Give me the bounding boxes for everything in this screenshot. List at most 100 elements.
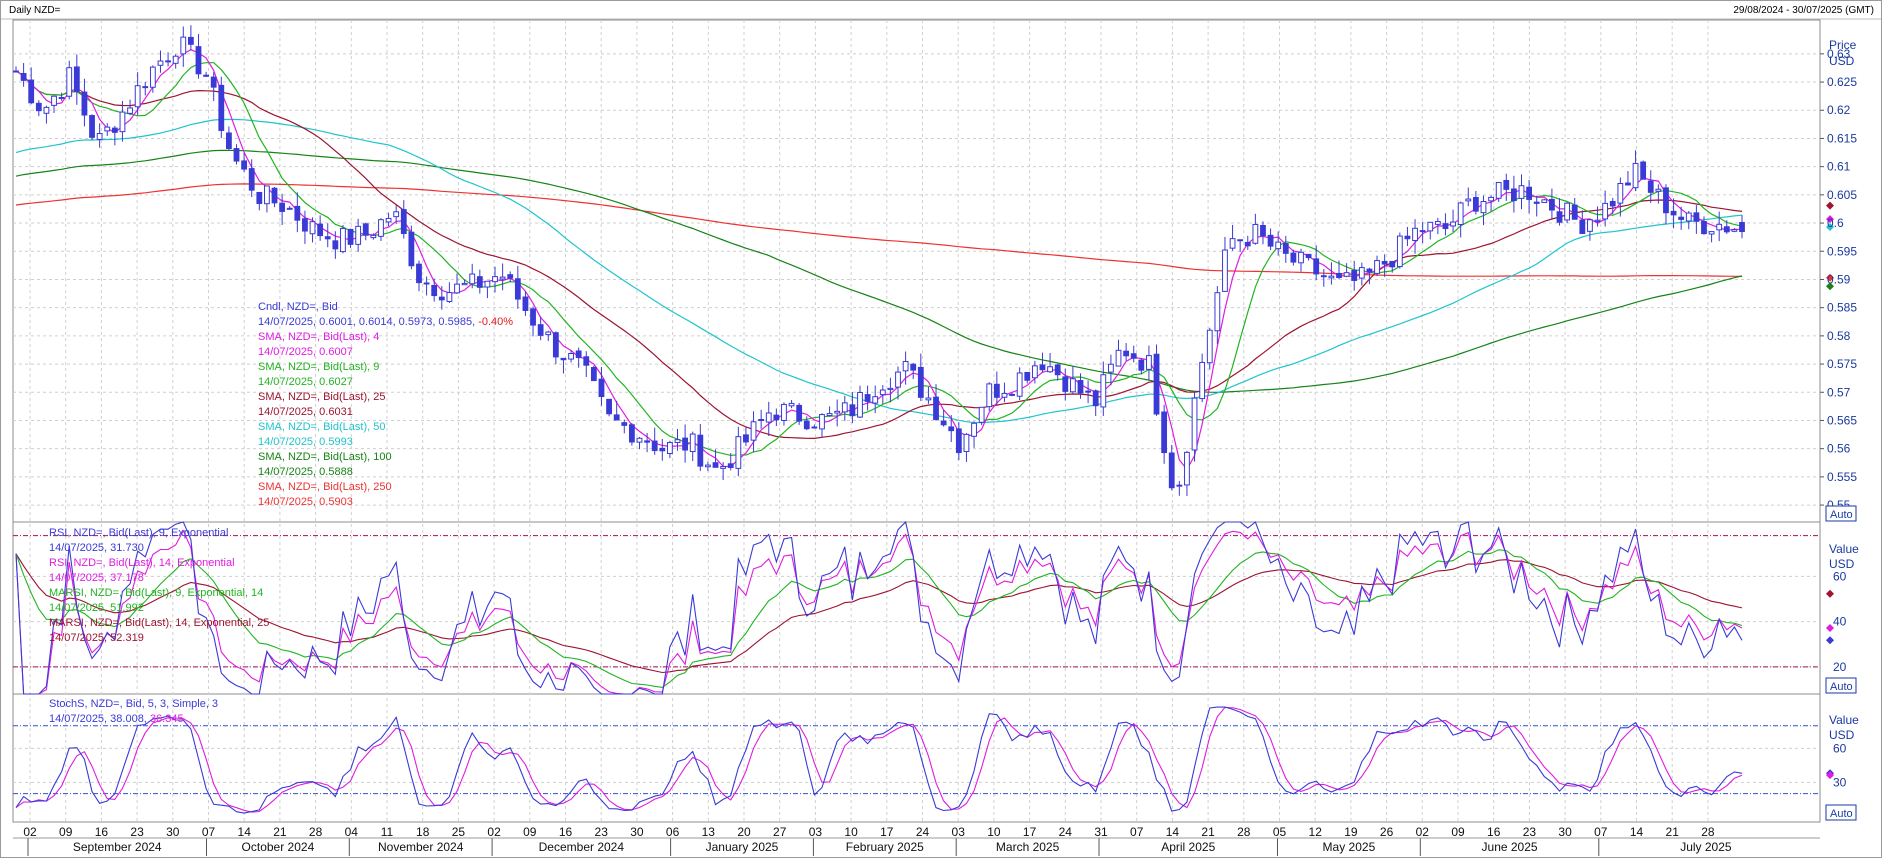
candle [819,413,825,438]
candle [13,66,19,73]
candle [689,431,696,462]
rsi-auto-button[interactable]: Auto [1825,677,1857,694]
candle [355,218,362,252]
candle [758,409,765,429]
candle [264,185,270,213]
price-tick-label: 0.58 [1827,329,1851,343]
candle [142,81,149,96]
candle [294,192,301,233]
marsi14-line [15,553,1743,674]
price-tick-label: 0.56 [1827,442,1851,456]
candle [256,191,263,211]
candle [1252,213,1259,245]
candle [1518,174,1525,210]
candle [271,186,278,208]
x-month-label: April 2025 [1161,840,1215,854]
candle [1716,211,1723,242]
candle [697,423,704,471]
legend-marsi9-value: 14/07/2025, 51.992 [49,602,144,614]
candle [613,400,620,421]
x-day-tick: 09 [1451,825,1465,839]
x-day-tick: 04 [345,825,359,839]
candle [651,427,658,455]
candle [1533,195,1540,217]
candle [628,423,635,446]
candle [621,419,628,434]
candle [583,351,590,378]
legend-candle-label: Cndl, NZD=, Bid [258,301,338,313]
candle [1434,217,1441,235]
candle [902,351,909,385]
candle [1267,228,1274,251]
stoch-auto-button[interactable]: Auto [1825,804,1857,821]
candle [104,123,111,136]
price-tick-label: 0.59 [1827,272,1851,286]
candle [1047,353,1053,373]
candle [1024,371,1031,384]
candle [1602,190,1609,227]
x-month-label: September 2024 [73,840,162,854]
price-tick-label: 0.615 [1827,131,1857,145]
candle [887,377,894,403]
price-value-marker [1826,223,1834,232]
legend-sma50-value: 14/07/2025, 0.5993 [258,436,353,448]
candle [1472,190,1479,215]
rsi-axis-unit: USD [1829,557,1855,571]
x-day-tick: 31 [1094,825,1108,839]
candle [1123,343,1130,361]
candle [302,210,308,244]
candle [1579,210,1586,235]
legend-rsi14-label: RSI, NZD=, Bid(Last), 14, Exponential [49,557,235,569]
candle [917,353,924,402]
candle [476,269,483,294]
price-tick-label: 0.595 [1827,244,1857,258]
candle [1503,173,1510,201]
candle [1138,358,1145,375]
candle [1108,354,1114,386]
candle [864,385,871,411]
candle [803,416,810,431]
x-day-tick: 17 [1023,825,1037,839]
candle [530,306,536,337]
candle [522,291,529,316]
candle [1176,481,1183,496]
price-auto-button[interactable]: Auto [1825,505,1857,522]
candle [1396,232,1403,269]
candle [1632,150,1639,192]
candle [1214,286,1221,345]
candle [378,218,384,241]
candle [1054,363,1061,381]
legend-candle-value: 14/07/2025, 0.6001, 0.6014, 0.5973, 0.59… [258,316,513,328]
x-day-tick: 11 [381,825,394,839]
candle [332,231,339,259]
date-range: 29/08/2024 - 30/07/2025 (GMT) [1733,5,1874,16]
rsi9-line [15,520,1743,695]
stoch-panel[interactable] [15,706,1834,814]
candle [879,385,886,404]
candle [119,100,126,142]
candle [73,54,80,105]
x-day-tick: 24 [916,825,930,839]
candle [1510,175,1517,213]
candle [1153,344,1160,416]
candle [1442,213,1449,236]
price-panel[interactable] [13,25,1834,496]
rsi-panel[interactable] [15,520,1834,695]
candle [1229,224,1236,251]
svg-text:Auto: Auto [1830,808,1853,820]
candle [743,426,749,447]
x-day-tick: 23 [130,825,144,839]
x-day-tick: 03 [952,825,966,839]
candle [1480,195,1487,226]
candle [1358,262,1365,286]
candle [461,279,468,286]
legend-stoch-value: 14/07/2025, 38.008, 36.345 [49,713,184,725]
candle [385,212,392,227]
candle [834,399,841,427]
x-day-tick: 09 [59,825,73,839]
candle [446,282,453,303]
x-day-tick: 20 [737,825,751,839]
candle [765,401,772,437]
candle [1739,215,1745,239]
candle [1647,170,1654,203]
